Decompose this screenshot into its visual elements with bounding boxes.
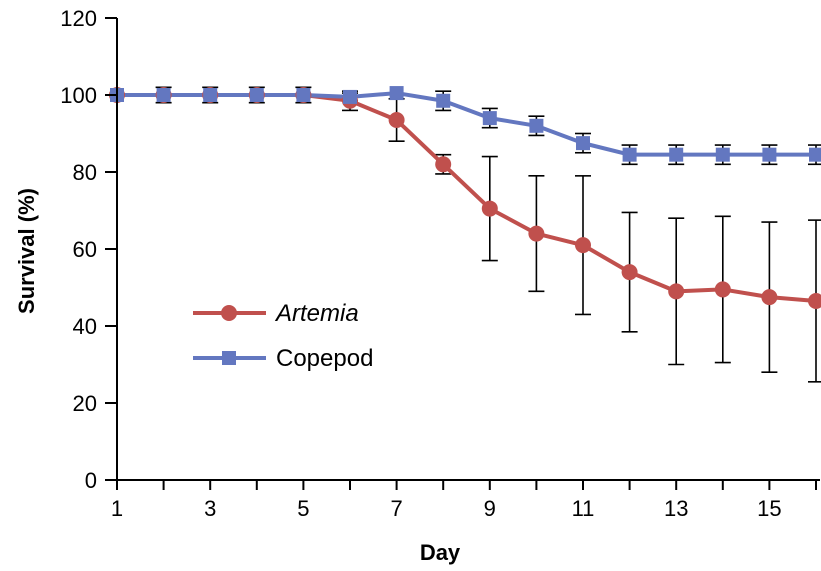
- x-tick-label: 13: [664, 496, 688, 521]
- copepod-point: [156, 88, 171, 102]
- artemia-point: [808, 292, 821, 309]
- artemia-point: [714, 281, 731, 298]
- legend-item-artemia: Artemia: [193, 300, 359, 327]
- series-markers: [109, 86, 821, 309]
- copepod-point: [809, 147, 821, 162]
- x-tick-label: 9: [484, 496, 496, 521]
- copepod-point: [576, 136, 590, 151]
- artemia-series-line: [117, 93, 817, 303]
- copepod-point: [529, 118, 544, 133]
- copepod-point: [482, 111, 497, 126]
- legend-label: Artemia: [274, 300, 359, 327]
- x-tick-label: 15: [757, 496, 781, 521]
- copepod-point: [343, 89, 357, 104]
- artemia-point: [481, 200, 498, 217]
- y-tick-label: 40: [73, 314, 97, 339]
- copepod-point: [296, 88, 311, 102]
- y-axis-title: Survival (%): [14, 188, 39, 314]
- x-tick-label: 1: [111, 496, 123, 521]
- series-lines: [117, 91, 817, 303]
- copepod-point: [249, 88, 264, 102]
- legend-swatch-marker: [221, 305, 237, 321]
- y-tick-label: 20: [73, 391, 97, 416]
- artemia-point: [621, 264, 638, 281]
- x-tick-label: 11: [572, 496, 595, 521]
- y-tick-label: 60: [73, 237, 97, 262]
- copepod-point: [669, 147, 684, 162]
- artemia-point: [528, 225, 545, 242]
- copepod-point: [436, 93, 451, 108]
- artemia-point: [761, 289, 778, 306]
- copepod-point: [389, 86, 404, 101]
- x-tick-label: 3: [204, 496, 216, 521]
- copepod-point: [622, 147, 637, 162]
- x-axis-title: Day: [420, 540, 461, 565]
- artemia-point: [575, 237, 591, 254]
- copepod-point: [715, 147, 730, 162]
- y-tick-label: 80: [73, 160, 97, 185]
- legend-item-copepod: Copepod: [193, 345, 373, 372]
- error-bars: [155, 86, 821, 383]
- artemia-point: [388, 112, 405, 129]
- y-tick-label: 100: [60, 83, 97, 108]
- copepod-point: [203, 88, 218, 102]
- legend-label: Copepod: [276, 345, 373, 372]
- artemia-point: [668, 283, 685, 300]
- artemia-point: [435, 156, 452, 173]
- x-tick-label: 7: [390, 496, 402, 521]
- copepod-series-line: [117, 91, 816, 157]
- x-tick-label: 5: [297, 496, 309, 521]
- y-tick-label: 120: [60, 6, 97, 31]
- legend: Artemia Copepod: [193, 300, 373, 372]
- legend-swatch-marker: [222, 351, 236, 365]
- copepod-point: [762, 147, 777, 162]
- y-tick-label: 0: [85, 468, 97, 493]
